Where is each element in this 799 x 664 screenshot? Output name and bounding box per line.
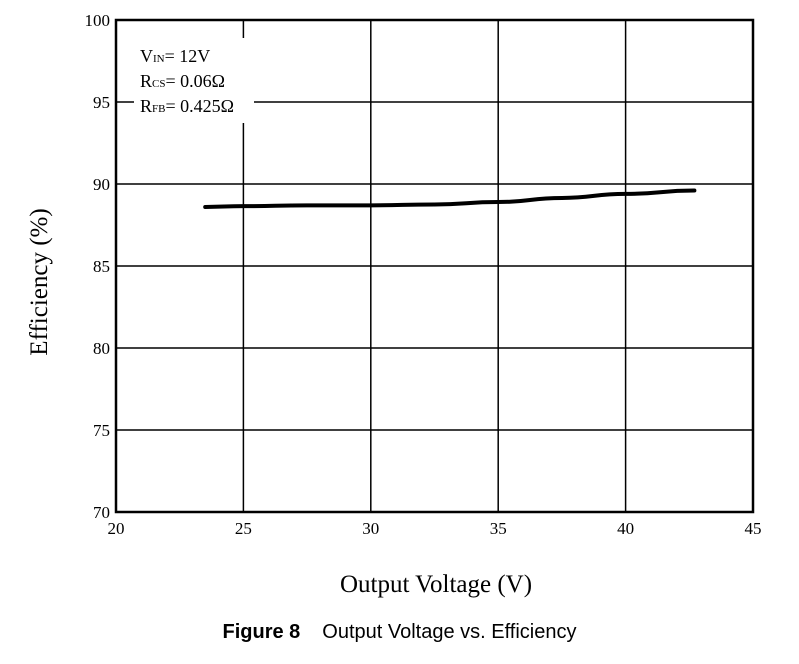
- figure-title: Output Voltage vs. Efficiency: [322, 621, 577, 643]
- annotation-box: [134, 38, 254, 123]
- figure-caption: Figure 8 Output Voltage vs. Efficiency: [0, 621, 799, 644]
- x-tick-label: 20: [108, 519, 125, 538]
- efficiency-curve: [203, 188, 697, 209]
- x-tick-label: 40: [617, 519, 634, 538]
- tick-labels: 20 25 30 35 40 45 70 75 80 85 90 95 100: [85, 11, 762, 538]
- efficiency-chart: 20 25 30 35 40 45 70 75 80 85 90 95 100 VIN= 12V RCS=…: [26, 11, 762, 598]
- y-tick-label: 85: [93, 257, 110, 276]
- y-tick-label: 100: [85, 11, 111, 30]
- y-tick-label: 95: [93, 93, 110, 112]
- figure-number: Figure 8: [222, 621, 301, 643]
- grid: [116, 20, 753, 512]
- x-axis-label: Output Voltage (V): [340, 571, 532, 598]
- x-tick-label: 35: [490, 519, 507, 538]
- y-tick-label: 70: [93, 503, 110, 522]
- annotation-box-bg: [134, 38, 254, 123]
- annotation-line: RCS= 0.06Ω: [140, 71, 225, 91]
- y-axis-label: Efficiency (%): [26, 208, 53, 355]
- x-tick-label: 45: [745, 519, 762, 538]
- x-tick-label: 30: [362, 519, 379, 538]
- x-tick-label: 25: [235, 519, 252, 538]
- plot-frame: [114, 18, 755, 514]
- series: [203, 188, 697, 209]
- y-tick-label: 90: [93, 175, 110, 194]
- annotation-line: RFB= 0.425Ω: [140, 96, 234, 116]
- annotation-text: VIN= 12V RCS= 0.06Ω RFB= 0.425Ω: [140, 46, 234, 116]
- y-tick-label: 75: [93, 421, 110, 440]
- annotation-line: VIN= 12V: [140, 46, 210, 66]
- y-tick-label: 80: [93, 339, 110, 358]
